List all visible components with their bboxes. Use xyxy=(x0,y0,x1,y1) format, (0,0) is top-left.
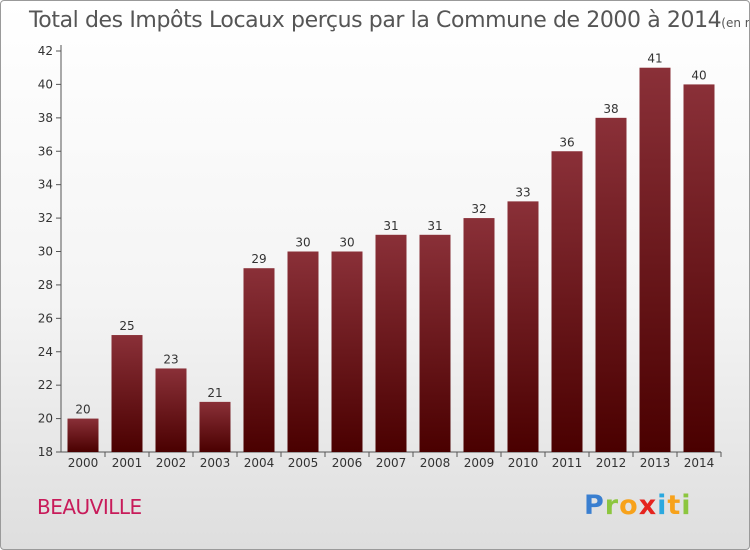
y-tick-label: 26 xyxy=(38,311,53,325)
bar-2003 xyxy=(199,401,231,452)
bar-value-label: 33 xyxy=(515,185,530,199)
bar-value-label: 29 xyxy=(251,252,266,266)
x-tick-label: 2013 xyxy=(640,456,671,470)
bar-value-label: 30 xyxy=(339,236,354,250)
x-tick-label: 2000 xyxy=(68,456,99,470)
chart-unit-note: (en milliers d'€) xyxy=(721,16,749,30)
bar-value-label: 31 xyxy=(427,219,442,233)
bar-value-label: 30 xyxy=(295,236,310,250)
bar-2011 xyxy=(551,151,583,452)
y-tick-label: 38 xyxy=(38,111,53,125)
x-tick-label: 2010 xyxy=(508,456,539,470)
y-tick-label: 42 xyxy=(38,44,53,58)
bar-2007 xyxy=(375,234,407,452)
y-tick-label: 32 xyxy=(38,211,53,225)
proxiti-logo: Proxiti xyxy=(584,490,692,521)
x-tick-label: 2005 xyxy=(288,456,319,470)
y-tick-label: 24 xyxy=(38,345,53,359)
logo-letter: o xyxy=(619,490,639,521)
logo-letter: r xyxy=(604,490,620,521)
logo-letter: x xyxy=(638,490,658,521)
bar-value-label: 36 xyxy=(559,135,574,149)
x-tick-label: 2009 xyxy=(464,456,495,470)
x-tick-label: 2011 xyxy=(552,456,583,470)
x-tick-label: 2007 xyxy=(376,456,407,470)
bar-2010 xyxy=(507,201,539,452)
y-tick-label: 40 xyxy=(38,77,53,91)
bar-value-label: 25 xyxy=(119,319,134,333)
bar-value-label: 40 xyxy=(691,68,706,82)
bar-2006 xyxy=(331,251,363,452)
chart-title: Total des Impôts Locaux perçus par la Co… xyxy=(29,8,722,33)
y-tick-label: 28 xyxy=(38,278,53,292)
x-tick-label: 2008 xyxy=(420,456,451,470)
x-tick-label: 2012 xyxy=(596,456,627,470)
y-tick-label: 30 xyxy=(38,245,53,259)
bar-value-label: 20 xyxy=(75,403,90,417)
logo-letter: i xyxy=(657,490,668,521)
chart-title-line: Total des Impôts Locaux perçus par la Co… xyxy=(29,8,749,33)
x-tick-label: 2001 xyxy=(112,456,143,470)
logo-letter: t xyxy=(667,490,682,521)
commune-name: BEAUVILLE xyxy=(37,495,142,519)
bar-value-label: 21 xyxy=(207,386,222,400)
y-tick-label: 36 xyxy=(38,144,53,158)
bar-2012 xyxy=(595,117,627,452)
bar-value-label: 23 xyxy=(163,352,178,366)
bar-value-label: 41 xyxy=(647,52,662,66)
bar-value-label: 31 xyxy=(383,219,398,233)
logo-letter: P xyxy=(584,490,605,521)
bar-2002 xyxy=(155,368,187,452)
bar-2000 xyxy=(67,418,99,452)
x-tick-label: 2006 xyxy=(332,456,363,470)
y-tick-label: 34 xyxy=(38,178,53,192)
bar-2005 xyxy=(287,251,319,452)
logo-letter: i xyxy=(681,490,692,521)
bar-2004 xyxy=(243,268,275,452)
y-tick-label: 20 xyxy=(38,412,53,426)
bar-2013 xyxy=(639,67,671,452)
bar-2001 xyxy=(111,335,143,452)
bar-2009 xyxy=(463,218,495,452)
bar-2008 xyxy=(419,234,451,452)
y-tick-label: 18 xyxy=(38,445,53,459)
bar-2014 xyxy=(683,84,715,453)
x-tick-label: 2003 xyxy=(200,456,231,470)
x-tick-label: 2014 xyxy=(684,456,715,470)
y-tick-label: 22 xyxy=(38,378,53,392)
bar-value-label: 32 xyxy=(471,202,486,216)
x-tick-label: 2002 xyxy=(156,456,187,470)
x-tick-label: 2004 xyxy=(244,456,275,470)
bar-value-label: 38 xyxy=(603,102,618,116)
